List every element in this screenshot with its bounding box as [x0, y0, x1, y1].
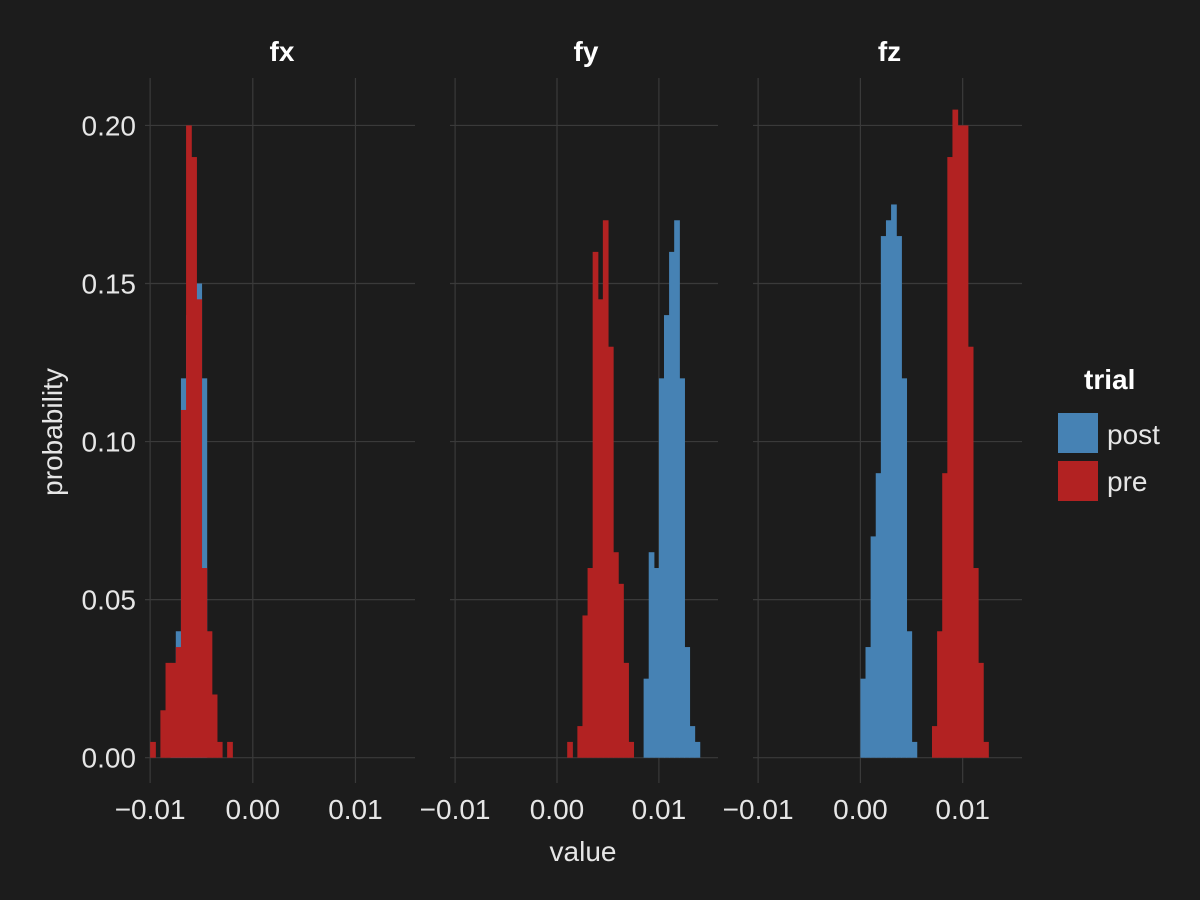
bar-fy-pre-0: [567, 741, 573, 758]
bar-fz-pre-0: [931, 726, 938, 758]
bar-fx-pre-10: [201, 568, 208, 758]
bar-fx-pre-3: [165, 662, 172, 758]
y-tick-label-3: 0.15: [82, 268, 137, 299]
bar-fy-pre-5: [592, 251, 599, 758]
panel-fy-x-tick-label-2: 0.01: [632, 794, 687, 825]
panel-fx-x-tick-label-1: 0.00: [226, 794, 281, 825]
bar-fy-post-10: [694, 741, 701, 758]
bar-fz-post-1: [865, 647, 872, 758]
y-tick-label-0: 0.00: [82, 743, 137, 774]
bar-fy-post-6: [674, 220, 680, 758]
bar-fz-pre-7: [967, 346, 974, 758]
bar-fy-post-1: [648, 552, 655, 758]
legend-swatch-post: [1058, 413, 1098, 453]
panel-fz-x-tick-label-2: 0.01: [935, 794, 990, 825]
bar-fx-pre-4: [170, 662, 177, 758]
bar-fy-post-5: [669, 251, 675, 758]
x-axis-label: value: [550, 836, 617, 867]
panel-fy-title: fy: [574, 36, 599, 67]
bar-fy-pre-10: [618, 583, 624, 758]
bar-fy-pre-12: [628, 741, 635, 758]
bar-fx-pre-7: [186, 125, 192, 758]
legend-label-post: post: [1107, 419, 1160, 450]
bar-fy-post-0: [643, 678, 650, 758]
bar-fx-pre-8: [191, 157, 197, 758]
panel-fx-bars: [150, 125, 233, 758]
panel-fz-bars: [860, 109, 989, 758]
bar-fy-post-4: [663, 315, 670, 758]
bar-fy-post-7: [679, 378, 685, 758]
panel-fy-bars: [567, 220, 701, 758]
bar-fy-post-9: [689, 726, 696, 758]
bar-fz-pre-8: [972, 568, 979, 758]
bar-fy-pre-11: [623, 662, 629, 758]
bar-fx-pre-15: [227, 741, 233, 758]
bar-fy-pre-2: [577, 726, 584, 758]
bar-fy-post-8: [684, 647, 691, 758]
panel-fz-x-tick-label-0: −0.01: [723, 794, 794, 825]
bar-fz-post-2: [870, 536, 877, 758]
legend-label-pre: pre: [1107, 466, 1147, 497]
legend-swatch-pre: [1058, 461, 1098, 501]
y-tick-label-2: 0.10: [82, 427, 137, 458]
bar-fz-pre-9: [978, 662, 984, 758]
bar-fx-pre-13: [216, 741, 223, 758]
bar-fy-post-3: [658, 378, 665, 758]
bar-fy-pre-9: [613, 552, 619, 758]
bar-fy-pre-3: [582, 615, 589, 758]
bar-fx-pre-9: [196, 299, 203, 758]
y-tick-label-1: 0.05: [82, 585, 137, 616]
bar-fx-pre-2: [160, 710, 167, 758]
panel-fz: fz −0.01 0.00 0.01: [723, 36, 1022, 825]
y-axis-label: probability: [37, 368, 68, 496]
bar-fz-post-8: [901, 378, 908, 758]
bar-fz-post-4: [880, 236, 887, 758]
panel-fy-x-tick-label-0: −0.01: [420, 794, 491, 825]
bar-fx-pre-0: [150, 741, 156, 758]
panel-fy-x-ticks: −0.01 0.00 0.01: [420, 794, 686, 825]
panel-fx: fx −0.01 0.00 0.01: [115, 36, 415, 825]
bar-fy-pre-6: [597, 299, 604, 758]
bar-fx-pre-11: [206, 631, 213, 758]
bar-fx-pre-12: [211, 694, 218, 758]
bar-fz-post-5: [885, 220, 892, 758]
panel-fx-x-tick-label-2: 0.01: [328, 794, 383, 825]
panel-fx-title: fx: [270, 36, 295, 67]
bar-fy-pre-8: [607, 346, 614, 758]
bar-fz-pre-6: [962, 125, 969, 758]
bar-fz-post-0: [860, 678, 867, 758]
bar-fy-post-2: [653, 568, 660, 758]
panel-fz-x-tick-label-1: 0.00: [833, 794, 888, 825]
panel-fz-x-ticks: −0.01 0.00 0.01: [723, 794, 990, 825]
bar-fz-pre-3: [947, 157, 954, 758]
bar-fy-pre-7: [602, 220, 609, 758]
bar-fz-post-3: [875, 473, 882, 758]
bar-fz-post-9: [906, 631, 913, 758]
bar-fz-post-7: [896, 236, 902, 758]
legend: trial post pre: [1058, 364, 1160, 501]
panel-fz-title: fz: [878, 36, 901, 67]
y-axis-tick-labels: 0.00 0.05 0.10 0.15 0.20: [82, 110, 137, 773]
bar-fz-pre-1: [937, 631, 943, 758]
bar-fx-pre-6: [180, 409, 187, 758]
bar-fy-pre-4: [587, 568, 594, 758]
bar-fz-post-6: [891, 204, 897, 758]
panel-fx-x-ticks: −0.01 0.00 0.01: [115, 794, 383, 825]
bar-fz-post-10: [911, 741, 918, 758]
panel-fy-x-tick-label-1: 0.00: [530, 794, 585, 825]
y-tick-label-4: 0.20: [82, 110, 137, 141]
legend-title: trial: [1084, 364, 1135, 395]
panel-fy: fy −0.01 0.00 0.01: [420, 36, 718, 825]
bar-fx-pre-5: [175, 647, 182, 758]
panel-fx-x-tick-label-0: −0.01: [115, 794, 186, 825]
bar-fz-pre-5: [957, 125, 964, 758]
bar-fz-pre-2: [942, 473, 948, 758]
bar-fz-pre-10: [983, 741, 989, 758]
bar-fz-pre-4: [952, 109, 959, 758]
